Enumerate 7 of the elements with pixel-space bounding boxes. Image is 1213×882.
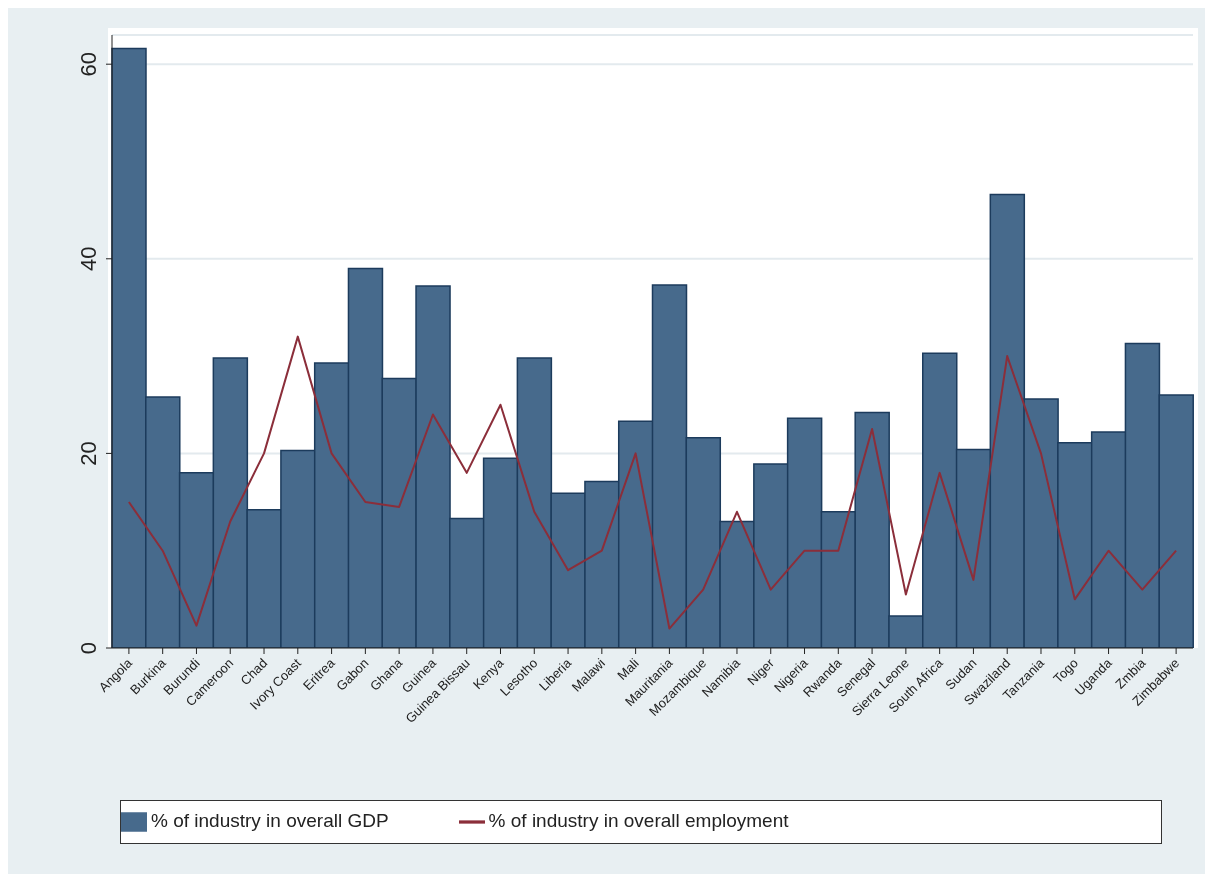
line-series bbox=[127, 335, 1178, 630]
legend-label: % of industry in overall GDP bbox=[151, 810, 389, 832]
y-tick-label: 0 bbox=[76, 641, 101, 655]
y-tick-label: 20 bbox=[76, 441, 101, 466]
y-tick-label: 60 bbox=[76, 51, 101, 77]
legend-label: % of industry in overall employment bbox=[488, 810, 789, 832]
y-tick-label: 40 bbox=[76, 246, 101, 272]
